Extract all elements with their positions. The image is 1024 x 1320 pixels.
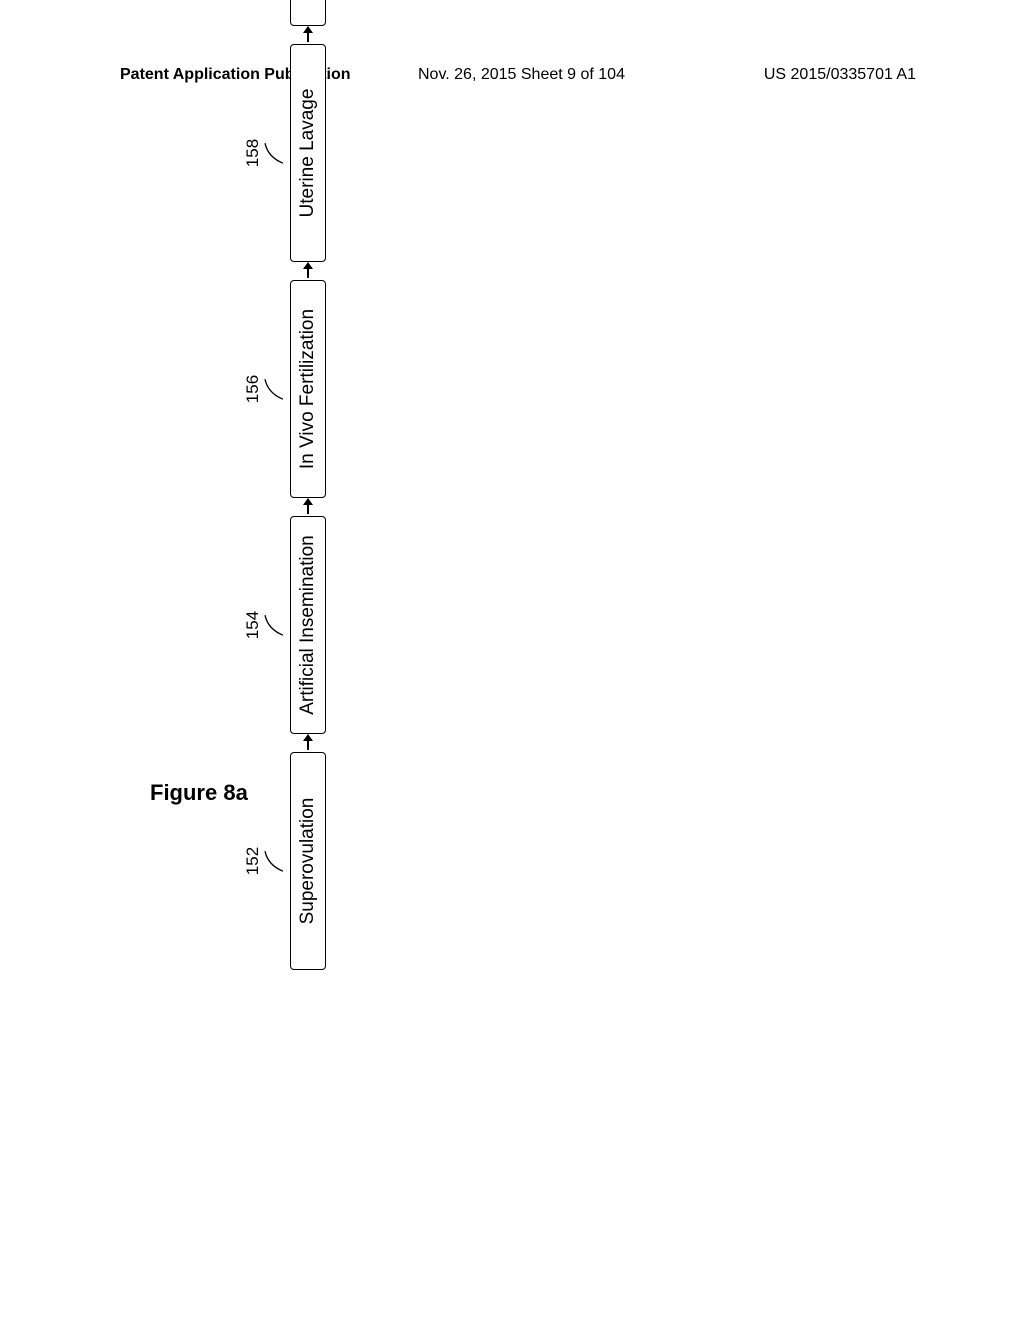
flow-arrow-icon <box>307 26 309 44</box>
ref-leader-icon <box>264 611 284 639</box>
page-header: Patent Application Publication Nov. 26, … <box>0 66 1024 90</box>
ref-leader-icon <box>264 847 284 875</box>
flow-box-embryo-biopsy: 160 Embryo Biopsy <box>290 0 326 26</box>
ref-number: 158 <box>243 139 263 167</box>
header-right: US 2015/0335701 A1 <box>764 66 916 84</box>
flow-arrow-icon <box>307 262 309 280</box>
ref-leader-icon <box>264 139 284 167</box>
ref-152: 152 <box>243 847 284 875</box>
flow-box-artificial-insemination: 154 Artificial Insemination <box>290 516 326 734</box>
flow-arrow-icon <box>307 734 309 752</box>
ref-158: 158 <box>243 139 284 167</box>
flow-box-label: In Vivo Fertilization <box>297 309 319 469</box>
header-center: Nov. 26, 2015 Sheet 9 of 104 <box>418 66 625 84</box>
flow-box-label: Uterine Lavage <box>297 89 319 218</box>
flow-box-uterine-lavage: 158 Uterine Lavage <box>290 44 326 262</box>
ref-leader-icon <box>264 375 284 403</box>
flowchart: 152 Superovulation 154 Artificial Insemi… <box>270 0 346 970</box>
flow-box-superovulation: 152 Superovulation <box>290 752 326 970</box>
flow-arrow-icon <box>307 498 309 516</box>
ref-154: 154 <box>243 611 284 639</box>
flow-box-in-vivo-fertilization: 156 In Vivo Fertilization <box>290 280 326 498</box>
ref-number: 152 <box>243 847 263 875</box>
flow-box-label: Artificial Insemination <box>297 535 319 715</box>
ref-number: 156 <box>243 375 263 403</box>
ref-number: 154 <box>243 611 263 639</box>
ref-156: 156 <box>243 375 284 403</box>
figure-label: Figure 8a <box>150 780 248 806</box>
flow-box-label: Superovulation <box>297 798 319 925</box>
